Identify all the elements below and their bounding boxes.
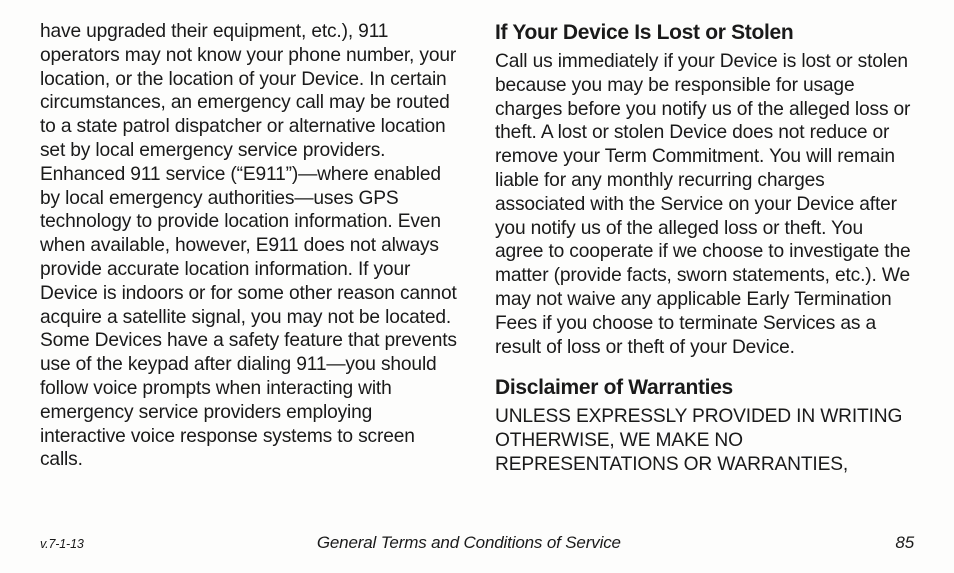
version-label: v.7-1-13: [40, 537, 84, 551]
section-heading: If Your Device Is Lost or Stolen: [495, 20, 914, 46]
section-heading: Disclaimer of Warranties: [495, 375, 914, 401]
document-title: General Terms and Conditions of Service: [84, 533, 854, 553]
body-text: have upgraded their equipment, etc.), 91…: [40, 20, 459, 472]
section-body: UNLESS EXPRESSLY PROVIDED IN WRITING OTH…: [495, 405, 914, 476]
left-column: have upgraded their equipment, etc.), 91…: [40, 20, 459, 477]
page-number: 85: [854, 533, 914, 553]
section-disclaimer: Disclaimer of Warranties UNLESS EXPRESSL…: [495, 375, 914, 476]
section-body: Call us immediately if your Device is lo…: [495, 50, 914, 359]
page-content: have upgraded their equipment, etc.), 91…: [0, 0, 954, 477]
section-lost-stolen: If Your Device Is Lost or Stolen Call us…: [495, 20, 914, 359]
right-column: If Your Device Is Lost or Stolen Call us…: [495, 20, 914, 477]
page-footer: v.7-1-13 General Terms and Conditions of…: [40, 533, 914, 553]
